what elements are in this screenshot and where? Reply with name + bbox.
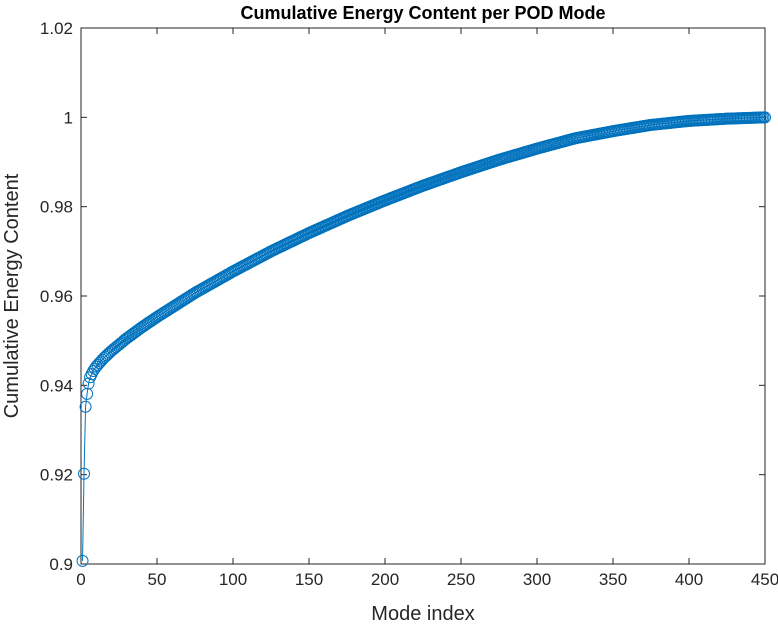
y-tick-label: 0.92 [40, 466, 73, 485]
data-point [79, 400, 92, 413]
y-tick-label: 0.96 [40, 287, 73, 306]
series-line [76, 111, 771, 567]
data-point [94, 355, 107, 368]
y-axis: 0.9 0.92 0.94 0.96 0.98 1 1.02 [40, 19, 765, 574]
x-axis-label: Mode index [371, 603, 474, 625]
x-tick-label: 350 [599, 570, 627, 589]
x-tick-label: 200 [371, 570, 399, 589]
data-point [96, 353, 109, 366]
x-tick-label: 0 [76, 570, 85, 589]
data-point [119, 333, 132, 346]
data-point [82, 377, 95, 390]
y-tick-label: 0.94 [40, 376, 73, 395]
y-tick-label: 1 [64, 108, 73, 127]
data-point [78, 467, 91, 480]
y-tick-label: 1.02 [40, 19, 73, 38]
x-tick-label: 150 [295, 570, 323, 589]
x-tick-label: 100 [219, 570, 247, 589]
y-tick-label: 0.98 [40, 198, 73, 217]
x-tick-label: 300 [523, 570, 551, 589]
data-point [76, 554, 89, 567]
x-axis: 0 50 100 150 200 250 300 350 400 450 [76, 28, 778, 589]
x-tick-label: 400 [675, 570, 703, 589]
x-tick-label: 250 [447, 570, 475, 589]
data-point [116, 336, 129, 349]
chart-title: Cumulative Energy Content per POD Mode [240, 3, 605, 23]
x-tick-label: 450 [751, 570, 778, 589]
data-point [117, 334, 130, 347]
data-point [759, 111, 771, 124]
data-point [81, 387, 94, 400]
y-axis-label: Cumulative Energy Content [1, 173, 23, 418]
y-tick-label: 0.9 [49, 555, 73, 574]
x-tick-label: 50 [148, 570, 167, 589]
